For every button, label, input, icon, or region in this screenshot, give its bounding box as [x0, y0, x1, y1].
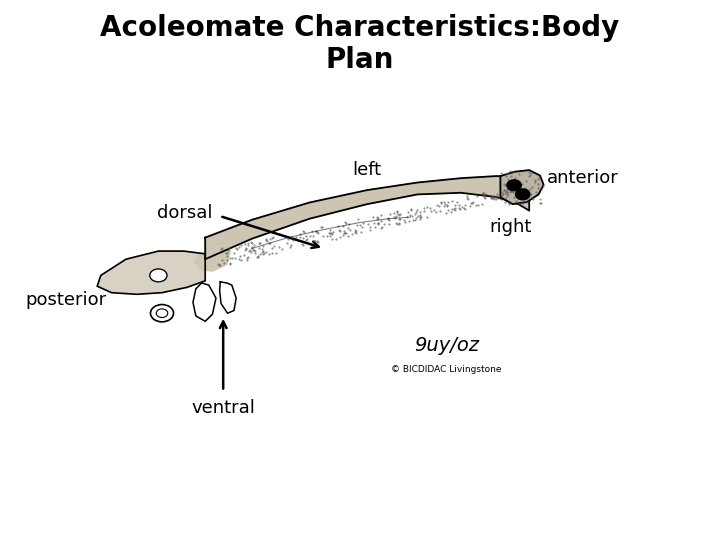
- Polygon shape: [97, 251, 205, 294]
- Text: Acoleomate Characteristics:Body
Plan: Acoleomate Characteristics:Body Plan: [100, 14, 620, 74]
- Text: © BICDIDAC Livingstone: © BICDIDAC Livingstone: [391, 366, 502, 374]
- Polygon shape: [500, 170, 544, 204]
- Polygon shape: [194, 244, 230, 271]
- Text: anterior: anterior: [547, 169, 619, 187]
- Polygon shape: [205, 176, 529, 259]
- Circle shape: [516, 189, 530, 200]
- Circle shape: [507, 180, 521, 191]
- Text: right: right: [490, 218, 532, 236]
- Text: 9uy/oz: 9uy/oz: [414, 336, 479, 355]
- Text: ventral: ventral: [192, 399, 255, 417]
- Polygon shape: [193, 283, 216, 321]
- Text: left: left: [353, 161, 382, 179]
- Polygon shape: [220, 282, 236, 313]
- Text: dorsal: dorsal: [157, 204, 212, 222]
- Circle shape: [150, 269, 167, 282]
- Circle shape: [150, 305, 174, 322]
- Text: posterior: posterior: [25, 291, 107, 309]
